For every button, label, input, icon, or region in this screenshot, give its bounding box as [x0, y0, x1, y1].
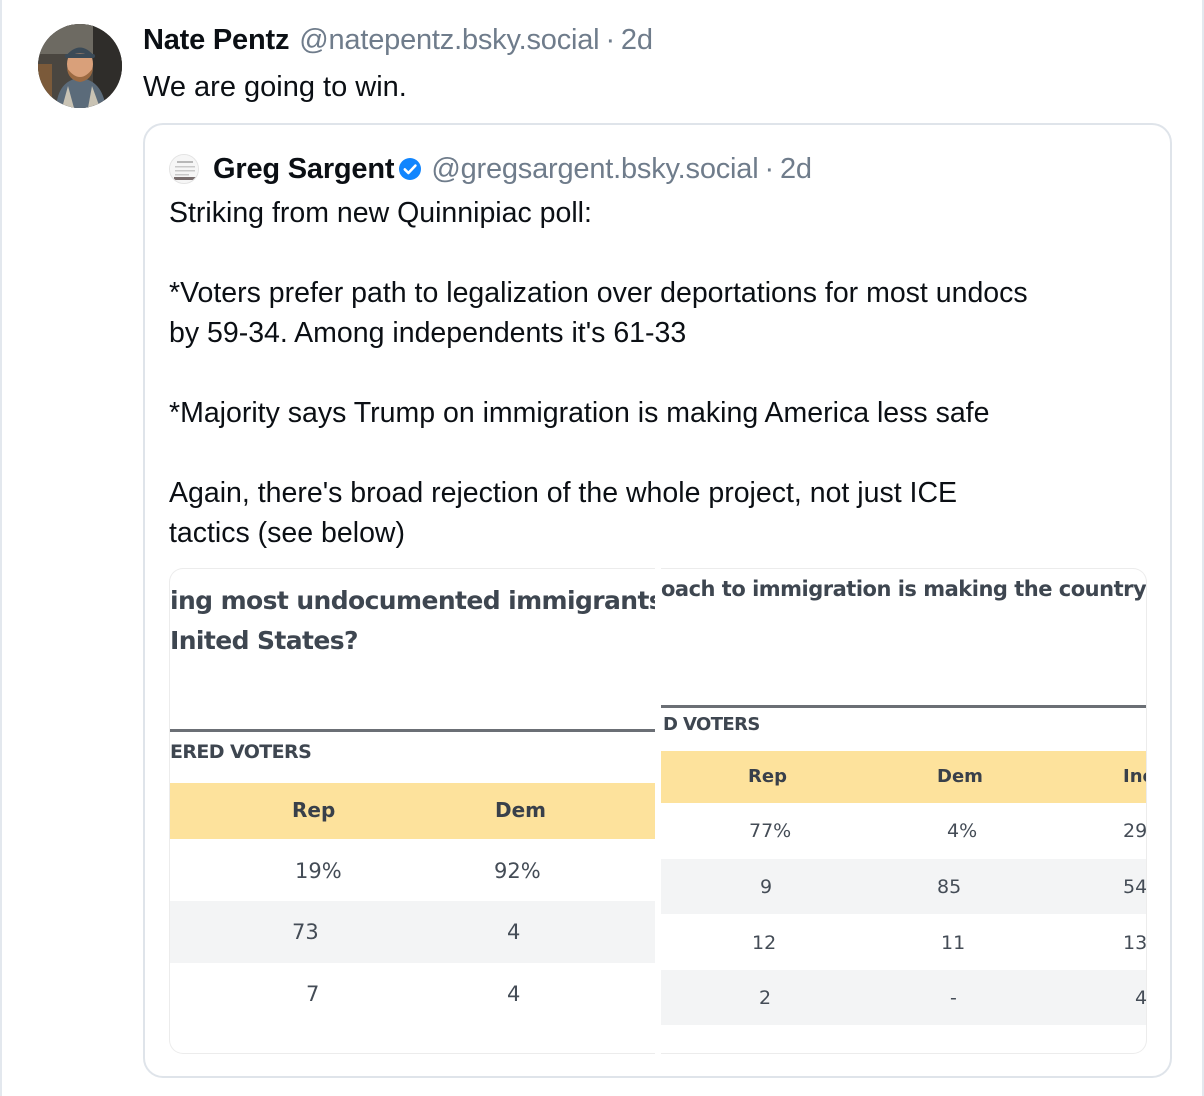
table-row: 7 4	[170, 963, 655, 1025]
column-header: Rep	[748, 766, 787, 787]
quote-timestamp[interactable]: 2d	[779, 152, 812, 185]
table-row: 73 4	[170, 901, 655, 963]
quote-text-line: tactics (see below)	[169, 517, 406, 549]
quote-text: Striking from new Quinnipiac poll: *Vote…	[169, 193, 1159, 553]
table-cell: 11	[941, 932, 966, 954]
quote-text-line: *Voters prefer path to legalization over…	[169, 277, 1028, 309]
table-cell: 85	[937, 876, 962, 898]
verified-check-icon	[397, 156, 423, 182]
table-cell: 73	[292, 920, 319, 944]
quote-header-separator: ·	[764, 152, 774, 185]
quote-text-line: Again, there's broad rejection of the wh…	[169, 477, 958, 509]
quote-author-handle[interactable]: @gregsargent.bsky.social	[431, 152, 759, 185]
author-handle[interactable]: @natepentz.bsky.social	[299, 24, 600, 56]
table-row: 9 85 54	[661, 859, 1147, 914]
table-row: 2 - 4	[661, 970, 1147, 1025]
table-cell: 7	[306, 982, 320, 1006]
quote-text-line: Striking from new Quinnipiac poll:	[169, 197, 592, 229]
table-row: 19% 92%	[170, 839, 655, 901]
quote-author-name[interactable]: Greg Sargent	[213, 152, 395, 185]
header-separator: ·	[605, 24, 615, 56]
table-cell: 4	[507, 982, 521, 1006]
author-avatar-photo	[38, 24, 122, 108]
table-cell: 29	[1123, 820, 1147, 842]
table-header-row: Rep Dem	[170, 783, 655, 839]
image-gallery: ing most undocumented immigrants ir Init…	[169, 568, 1147, 1054]
section-label: ERED VOTERS	[170, 741, 312, 763]
table-cell: 4	[507, 920, 521, 944]
post-header: Nate Pentz @natepentz.bsky.social · 2d	[143, 24, 653, 62]
quote-header: Greg Sargent @gregsargent.bsky.social · …	[169, 151, 812, 187]
quoted-post[interactable]: Greg Sargent @gregsargent.bsky.social · …	[143, 123, 1172, 1078]
table-cell: 12	[752, 932, 777, 954]
table-cell: 9	[760, 876, 773, 898]
page-divider-right	[1202, 0, 1204, 1096]
post-timestamp[interactable]: 2d	[620, 24, 653, 56]
column-header: Rep	[292, 798, 336, 822]
table-row: 12 11 13	[661, 914, 1147, 970]
table-header-row: Rep Dem Inc	[661, 751, 1146, 803]
column-header: Dem	[937, 766, 983, 787]
column-header: Dem	[495, 798, 547, 822]
quote-text-line: *Majority says Trump on immigration is m…	[169, 397, 990, 429]
poll-question-line: oach to immigration is making the countr…	[661, 577, 1147, 601]
table-cell: 19%	[295, 859, 342, 883]
quote-text-line: by 59-34. Among independents it's 61-33	[169, 317, 687, 349]
table-cell: 2	[759, 987, 772, 1009]
table-cell: 4	[1135, 987, 1147, 1009]
section-label: D VOTERS	[663, 714, 760, 735]
author-avatar[interactable]	[38, 24, 122, 108]
column-header: Inc	[1123, 766, 1146, 787]
quote-author-avatar-photo	[170, 155, 198, 183]
divider-rule	[661, 705, 1146, 708]
page-divider-left	[0, 0, 2, 1096]
table-cell: 13	[1123, 932, 1147, 954]
post-text: We are going to win.	[143, 71, 407, 103]
quote-author-avatar[interactable]	[169, 154, 199, 184]
table-cell: 4%	[947, 820, 978, 842]
table-row: 77% 4% 29	[661, 803, 1147, 859]
table-cell: 92%	[494, 859, 541, 883]
author-name[interactable]: Nate Pentz	[143, 24, 290, 56]
table-cell: 77%	[749, 820, 792, 842]
table-cell: -	[950, 987, 957, 1009]
poll-image-right[interactable]: oach to immigration is making the countr…	[661, 568, 1147, 1054]
poll-question-line: Inited States?	[170, 626, 358, 655]
divider-rule	[170, 729, 655, 732]
poll-question-line: ing most undocumented immigrants ir	[170, 586, 655, 615]
poll-image-left[interactable]: ing most undocumented immigrants ir Init…	[169, 568, 655, 1054]
table-cell: 54	[1123, 876, 1147, 898]
